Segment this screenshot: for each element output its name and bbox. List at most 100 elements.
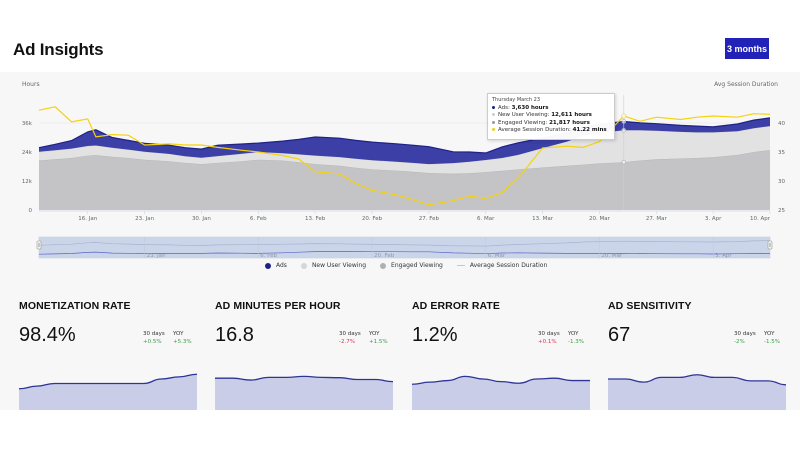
sparkline-line [608,374,786,386]
metric-period: 30 days +0.5% [143,331,165,345]
tooltip-row-engaged: Engaged Viewing: 21,817 hours [492,120,610,128]
bullet-icon [492,105,495,109]
navigator-ads-line [38,251,770,255]
legend-item-avg-session[interactable]: Average Session Duration [456,262,547,269]
x-tick-label: 3. Apr [705,216,722,222]
sparkline [608,374,786,410]
sparkline-area [19,374,197,410]
left-axis-title: Hours [22,81,40,88]
navigator-right-handle[interactable] [767,240,773,250]
x-tick-label: 13. Mar [532,216,554,222]
metric-yoy: YOY -1.5% [764,331,780,345]
period-change: -2% [734,339,745,345]
yoy-change: +5.3% [173,339,192,345]
x-tick-label: 10. Apr [750,216,771,222]
x-tick-label: 20. Mar [589,216,611,222]
period-change: +0.5% [143,339,162,345]
chart-legend: Ads New User Viewing Engaged Viewing Ave… [265,262,547,269]
navigator-label: 6. Mar [488,253,506,259]
sparkline-line [19,373,197,390]
metric-value: 67 [608,324,631,346]
y-right-tick-label: 25 [778,208,785,214]
navigator-series-line [38,240,771,247]
period-change: -2.7% [339,339,355,345]
metric-yoy: YOY -1.3% [568,331,584,345]
navigator-label: 3. Apr [715,253,732,259]
metric-yoy: YOY +1.5% [369,331,388,345]
page-footer-space [0,410,800,450]
navigator-label: 6. Feb [260,253,277,259]
tooltip-row-ads: Ads: 3,630 hours [492,105,610,113]
engaged-swatch-icon [380,262,387,269]
metric-title: AD MINUTES PER HOUR [215,300,341,312]
navigator-label: 20. Mar [601,253,623,259]
y-left-tick-label: 12k [22,179,33,185]
metric-title: AD SENSITIVITY [608,300,692,312]
metric-value: 98.4% [19,324,76,346]
y-right-tick-label: 40 [778,121,785,127]
page-title: Ad Insights [13,40,104,59]
y-left-tick-label: 36k [22,121,33,127]
hover-marker [621,119,627,124]
metric-period: 30 days -2% [734,331,756,345]
main-chart[interactable]: Hours Avg Session Duration 0 12k 24k 36k 25 3… [0,0,800,284]
metric-card-monetization: MONETIZATION RATE 98.4% 30 days +0.5% YOY… [19,300,199,410]
y-left-tick-label: 0 [29,208,33,214]
y-right-tick-label: 30 [778,179,785,185]
ads-swatch-icon [265,262,271,269]
x-tick-label: 27. Feb [419,216,440,222]
bullet-icon [492,120,495,124]
sparkline-area [215,376,393,410]
metric-card-error-rate: AD ERROR RATE 1.2% 30 days +0.1% YOY -1.3% [412,300,592,410]
legend-item-engaged-viewing[interactable]: Engaged Viewing [380,262,443,269]
hover-marker [621,127,627,133]
bullet-icon [492,128,495,132]
metric-card-ad-sensitivity: AD SENSITIVITY 67 30 days -2% YOY -1.5% [608,300,788,410]
bullet-icon [492,113,495,117]
x-tick-label: 13. Feb [305,216,326,222]
tooltip-date: Thursday March 23 [492,97,541,103]
y-right-tick-label: 35 [778,150,785,156]
new-user-swatch-icon [300,262,307,269]
metric-card-ad-minutes: AD MINUTES PER HOUR 16.8 30 days -2.7% YO… [215,300,395,410]
metric-period: 30 days -2.7% [339,331,361,345]
tooltip-row-new-user: New User Viewing: 12,611 hours [492,112,610,120]
x-tick-label: 30. Jan [192,216,211,222]
x-tick-label: 16. Jan [78,216,97,222]
period-change: +0.1% [538,339,557,345]
yoy-change: -1.3% [568,339,584,345]
navigator-label: 23. Jan [147,253,166,259]
session-swatch-icon [456,264,465,267]
sparkline [19,373,197,410]
sparkline-area [412,376,590,410]
x-tick-label: 6. Feb [250,216,267,222]
metric-period: 30 days +0.1% [538,331,560,345]
right-axis-title: Avg Session Duration [714,81,778,88]
legend-item-new-user-viewing[interactable]: New User Viewing [300,262,366,269]
x-tick-label: 6. Mar [477,216,495,222]
x-tick-label: 27. Mar [646,216,668,222]
x-tick-label: 23. Jan [135,216,154,222]
avg-session-duration-line [38,106,771,206]
x-tick-label: 20. Feb [362,216,383,222]
page-header: Ad Insights 3 months [0,0,800,72]
hover-marker [621,159,627,165]
sparkline-line [215,375,393,383]
sparkline [215,375,393,410]
chart-tooltip: Thursday March 23 Ads: 3,630 hours New U… [487,93,615,140]
sparkline [412,375,590,410]
metric-title: MONETIZATION RATE [19,300,131,312]
legend-item-ads[interactable]: Ads [265,262,287,269]
time-range-button[interactable]: 3 months [725,38,769,59]
metric-title: AD ERROR RATE [412,300,501,312]
hover-marker [621,113,627,119]
sparkline-area [608,374,786,410]
tooltip-row-session: Average Session Duration: 41.22 mins [492,127,610,135]
metric-value: 1.2% [412,324,458,346]
engaged-viewing-area [39,150,770,210]
navigator-label: 20. Feb [374,253,395,259]
sparkline-line [412,375,590,385]
y-left-tick-label: 24k [22,150,33,156]
navigator-left-handle[interactable] [36,240,42,250]
yoy-change: -1.5% [764,339,780,345]
